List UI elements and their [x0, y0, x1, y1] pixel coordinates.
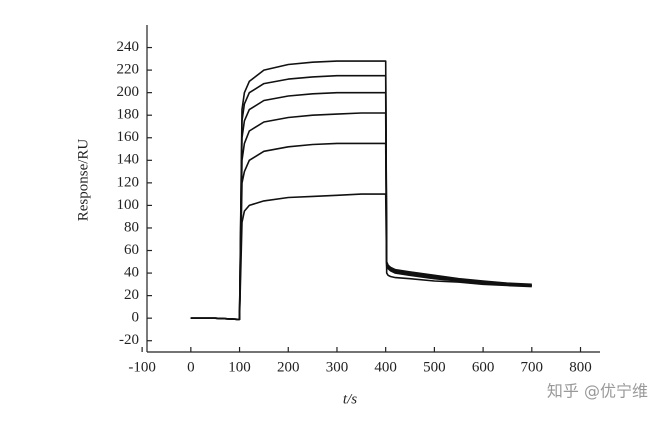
- x-tick-label: 300: [326, 359, 349, 375]
- x-tick-label: 800: [569, 359, 592, 375]
- x-tick-label: 500: [423, 359, 446, 375]
- y-tick-label: 20: [124, 287, 139, 303]
- x-tick-label: 600: [472, 359, 495, 375]
- x-tick-label: 200: [277, 359, 300, 375]
- y-tick-label: -20: [119, 332, 139, 348]
- y-tick-label: 220: [117, 62, 140, 78]
- x-tick-label: 0: [187, 359, 195, 375]
- y-tick-label: 200: [117, 84, 140, 100]
- y-tick-label: 40: [124, 265, 139, 281]
- y-tick-label: 80: [124, 219, 139, 235]
- x-axis-label: t/s: [343, 391, 357, 407]
- y-tick-label: 0: [132, 310, 140, 326]
- y-tick-label: 240: [117, 39, 140, 55]
- series-line: [190, 60, 532, 321]
- y-tick-label: 120: [117, 174, 140, 190]
- x-tick-label: 700: [521, 359, 544, 375]
- y-tick-label: 60: [124, 242, 139, 258]
- y-tick-label: 160: [117, 129, 140, 145]
- y-tick-label: 140: [117, 152, 140, 168]
- y-axis-label: Response/RU: [75, 139, 91, 222]
- watermark: 知乎 @优宁维: [547, 382, 648, 401]
- y-tick-label: 180: [117, 107, 140, 123]
- x-tick-label: 100: [228, 359, 251, 375]
- x-tick-label: -100: [128, 359, 156, 375]
- x-tick-label: 400: [374, 359, 397, 375]
- y-tick-label: 100: [117, 197, 140, 213]
